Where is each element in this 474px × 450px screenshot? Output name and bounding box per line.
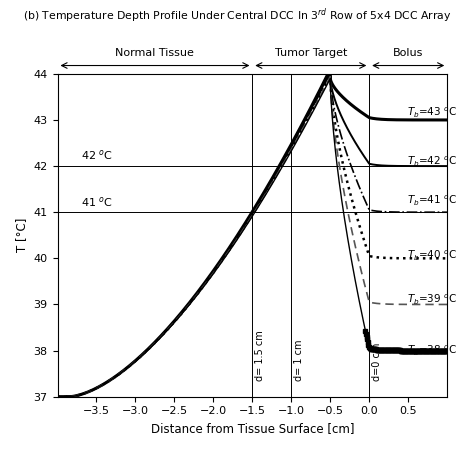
Text: 41 $^o$C: 41 $^o$C (81, 194, 113, 208)
Text: (b) Temperature Depth Profile Under Central DCC In 3$^{rd}$ Row of 5x4 DCC Array: (b) Temperature Depth Profile Under Cent… (23, 7, 451, 25)
Text: Bolus: Bolus (393, 48, 423, 58)
Text: d=0 cm: d=0 cm (372, 342, 382, 381)
Text: $T_b$=39 $^o$C: $T_b$=39 $^o$C (407, 293, 456, 307)
Text: $T_b$=42 $^o$C: $T_b$=42 $^o$C (407, 154, 456, 169)
Text: Normal Tissue: Normal Tissue (116, 48, 194, 58)
Text: $T_b$=38 $^o$C: $T_b$=38 $^o$C (407, 343, 456, 358)
Text: d= 1 cm: d= 1 cm (294, 339, 304, 381)
Text: d= 1.5 cm: d= 1.5 cm (255, 330, 264, 381)
Text: $T_b$=43 $^o$C: $T_b$=43 $^o$C (407, 106, 456, 120)
X-axis label: Distance from Tissue Surface [cm]: Distance from Tissue Surface [cm] (151, 422, 354, 435)
Text: Tumor Target: Tumor Target (274, 48, 347, 58)
Text: $T_b$=40 $^o$C: $T_b$=40 $^o$C (407, 249, 456, 263)
Y-axis label: T [°C]: T [°C] (15, 218, 28, 252)
Text: $T_b$=41 $^o$C: $T_b$=41 $^o$C (407, 194, 456, 208)
Text: 42 $^o$C: 42 $^o$C (81, 148, 113, 162)
